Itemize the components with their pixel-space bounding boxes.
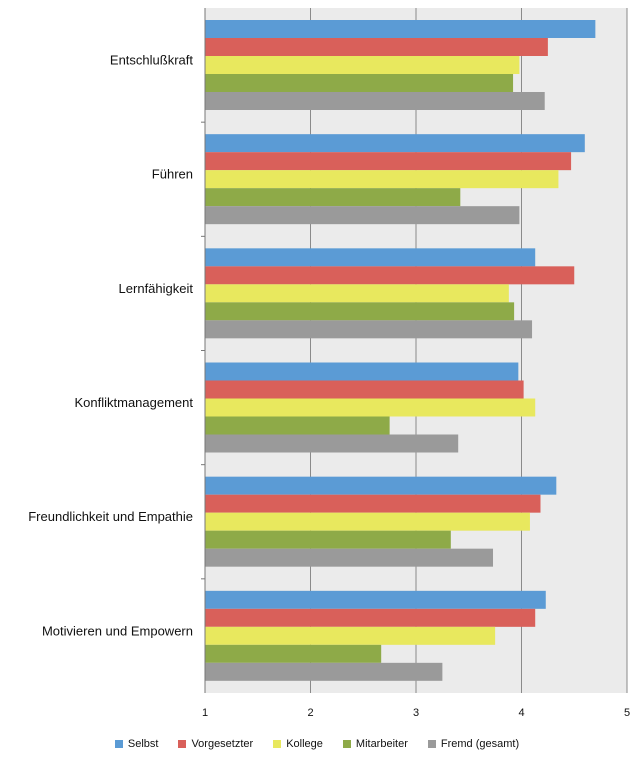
bar-kollege [205, 170, 559, 189]
bar-selbst [205, 362, 519, 381]
legend: Selbst Vorgesetzter Kollege Mitarbeiter Frem… [0, 733, 634, 755]
category-label: Konfliktmanagement [74, 395, 193, 410]
category-labels: Entschlußkraft Führen Lernfähigkeit Konflik… [28, 52, 205, 638]
legend-label: Kollege [286, 738, 323, 750]
bar-kollege [205, 512, 530, 531]
bars [205, 20, 596, 681]
bar-fremd-gesamt [205, 434, 459, 453]
x-tick-label: 2 [307, 707, 313, 719]
legend-swatch [342, 740, 351, 748]
category-label: Führen [152, 167, 193, 182]
bar-fremd-gesamt [205, 92, 545, 110]
bar-vorgesetzter [205, 266, 575, 285]
bar-vorgesetzter [205, 38, 548, 56]
bar-mitarbeiter [205, 74, 514, 92]
bar-vorgesetzter [205, 380, 524, 399]
x-tick-label: 1 [202, 707, 208, 719]
legend-swatch [427, 740, 436, 748]
bar-fremd-gesamt [205, 548, 494, 567]
legend-item: Fremd (gesamt) [427, 738, 520, 750]
bar-mitarbeiter [205, 302, 515, 321]
bar-fremd-gesamt [205, 662, 443, 681]
bar-kollege [205, 284, 509, 303]
tick-labels: 1 2 3 4 5 [202, 707, 630, 719]
legend-item: Kollege [273, 738, 323, 750]
bar-mitarbeiter [205, 530, 451, 549]
bar-kollege [205, 56, 520, 74]
legend-item: Vorgesetzter [178, 738, 253, 750]
bar-vorgesetzter [205, 494, 541, 513]
bar-selbst [205, 590, 546, 609]
legend-swatch [178, 740, 187, 748]
legend-label: Vorgesetzter [191, 738, 254, 750]
bar-kollege [205, 626, 496, 645]
category-label: Lernfähigkeit [119, 281, 194, 296]
bar-selbst [205, 248, 536, 267]
legend-item: Mitarbeiter [342, 738, 408, 750]
bar-fremd-gesamt [205, 206, 520, 225]
x-tick-label: 3 [413, 707, 419, 719]
category-label: Freundlichkeit und Empathie [28, 509, 193, 524]
bar-fremd-gesamt [205, 320, 533, 339]
category-label: Entschlußkraft [110, 52, 193, 67]
bar-kollege [205, 398, 536, 417]
x-tick-label: 4 [518, 707, 524, 719]
category-label: Motivieren und Empowern [42, 623, 193, 638]
bar-mitarbeiter [205, 644, 382, 663]
bar-selbst [205, 476, 557, 495]
bar-mitarbeiter [205, 188, 461, 207]
legend-swatch [273, 740, 282, 748]
legend-item: Selbst [114, 738, 159, 750]
bar-mitarbeiter [205, 416, 390, 435]
bar-vorgesetzter [205, 152, 572, 171]
legend-swatch [114, 740, 123, 748]
bar-vorgesetzter [205, 608, 536, 627]
bar-selbst [205, 20, 596, 38]
legend-label: Mitarbeiter [355, 738, 408, 750]
x-tick-label: 5 [624, 707, 630, 719]
bar-selbst [205, 134, 585, 153]
legend-label: Selbst [127, 738, 159, 750]
legend-label: Fremd (gesamt) [440, 738, 520, 750]
